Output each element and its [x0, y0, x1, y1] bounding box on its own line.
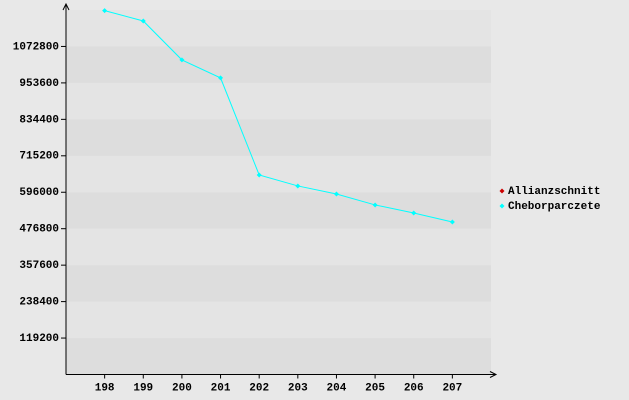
y-tick-label: 834400 — [19, 114, 59, 126]
x-tick-label: 200 — [172, 382, 192, 394]
x-tick-label: 203 — [288, 382, 308, 394]
grid-band — [66, 119, 491, 156]
x-tick-label: 206 — [404, 382, 424, 394]
point — [218, 75, 224, 81]
y-tick-label: 476800 — [19, 224, 59, 236]
grid-band — [66, 228, 491, 266]
y-axis-arrow — [62, 2, 70, 11]
point — [140, 18, 146, 24]
x-tick-label: 207 — [442, 382, 462, 394]
y-tick-label: 119200 — [19, 333, 59, 345]
x-tick-label: 199 — [133, 382, 153, 394]
legend-label: Allianzschnitt — [508, 186, 600, 198]
point — [295, 183, 301, 189]
grid-band — [66, 338, 491, 375]
y-tick-label: 715200 — [19, 151, 59, 163]
x-tick-label: 198 — [95, 382, 115, 394]
point — [411, 210, 417, 216]
grid-band — [66, 265, 491, 302]
point — [179, 57, 185, 63]
point — [256, 172, 262, 178]
grid-band — [66, 192, 491, 229]
grid-band — [66, 10, 491, 47]
point — [449, 219, 455, 225]
x-axis-arrow — [489, 371, 498, 378]
y-tick-label: 953600 — [19, 78, 59, 90]
point — [333, 191, 339, 197]
grid-band — [66, 155, 491, 193]
series-line — [104, 10, 453, 223]
grid-band — [66, 82, 491, 120]
y-tick-label: 238400 — [19, 297, 59, 309]
x-tick-label: 201 — [211, 382, 231, 394]
grid-band — [66, 301, 491, 339]
legend-marker — [499, 188, 505, 194]
x-tick-label: 202 — [249, 382, 269, 394]
legend-marker — [499, 203, 505, 209]
x-tick-label: 205 — [365, 382, 385, 394]
x-tick-label: 204 — [327, 382, 347, 394]
legend-label: Cheborparczete — [508, 201, 601, 213]
grid-band — [66, 46, 491, 83]
point — [372, 202, 378, 208]
y-tick-label: 357600 — [19, 260, 59, 272]
y-tick-label: 596000 — [19, 187, 59, 199]
y-tick-label: 1072800 — [13, 41, 59, 53]
point — [102, 8, 108, 14]
